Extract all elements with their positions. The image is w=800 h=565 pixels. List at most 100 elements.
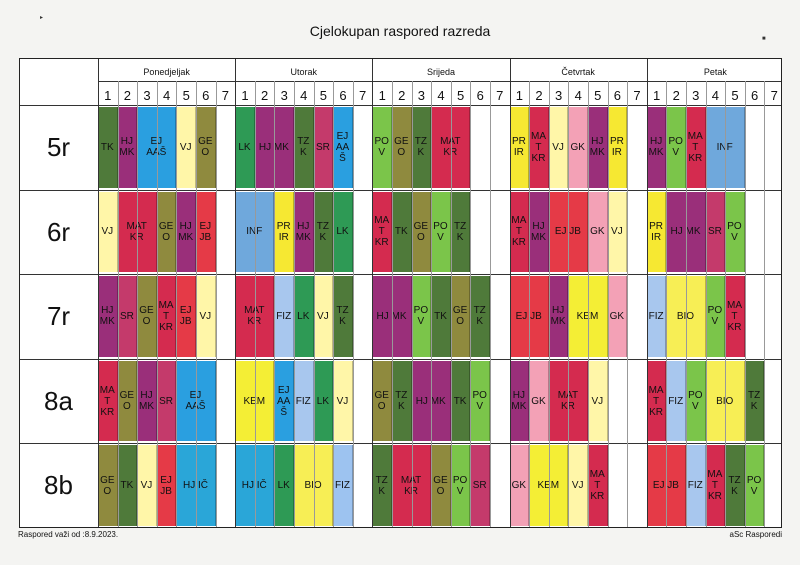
lesson-cell[interactable]: GE O	[431, 445, 451, 526]
lesson-cell[interactable]: TZ K	[294, 107, 314, 188]
lesson-cell[interactable]: HJ IČ	[235, 445, 275, 526]
lesson-cell[interactable]: GE O	[137, 276, 157, 357]
lesson-cell[interactable]: PR IR	[274, 191, 294, 273]
lesson-cell[interactable]: HJ MK	[117, 107, 138, 188]
lesson-cell[interactable]: TZ K	[372, 445, 392, 526]
lesson-cell[interactable]: GE O	[98, 445, 118, 526]
lesson-cell[interactable]: GK	[529, 360, 549, 442]
lesson-cell[interactable]: GK	[509, 445, 530, 526]
lesson-cell[interactable]: LK	[333, 191, 353, 273]
lesson-cell[interactable]: PR IR	[607, 107, 628, 188]
lesson-cell[interactable]: TZ K	[392, 360, 412, 442]
lesson-cell[interactable]: HJ MK	[98, 276, 118, 357]
lesson-cell[interactable]: PO V	[470, 360, 490, 442]
lesson-cell[interactable]: TK	[431, 276, 451, 357]
lesson-cell[interactable]: EJ AAŠ	[176, 360, 216, 442]
lesson-cell[interactable]: HJ IČ	[176, 445, 216, 526]
lesson-cell[interactable]: MAT KR	[235, 276, 275, 357]
lesson-cell[interactable]: EJ JB	[156, 445, 177, 526]
lesson-cell[interactable]: TK	[117, 445, 138, 526]
lesson-cell[interactable]: VJ	[588, 360, 608, 442]
lesson-cell[interactable]: HJ MK	[509, 360, 530, 442]
lesson-cell[interactable]: SR	[313, 107, 334, 188]
lesson-cell[interactable]: SR	[117, 276, 138, 357]
lesson-cell[interactable]: HJ MK	[294, 191, 314, 273]
lesson-cell[interactable]: HJ MK	[666, 191, 706, 273]
lesson-cell[interactable]: GK	[588, 191, 608, 273]
lesson-cell[interactable]: INF	[235, 191, 275, 273]
lesson-cell[interactable]: EJ JB	[196, 191, 216, 273]
lesson-cell[interactable]: MA T KR	[372, 191, 392, 273]
lesson-cell[interactable]: MA T KR	[725, 276, 745, 357]
lesson-cell[interactable]: PO V	[744, 445, 765, 526]
lesson-cell[interactable]: FIZ	[666, 360, 686, 442]
lesson-cell[interactable]: GE O	[372, 360, 392, 442]
lesson-cell[interactable]: TK	[98, 107, 118, 188]
lesson-cell[interactable]: GE O	[411, 191, 432, 273]
lesson-cell[interactable]: TZ K	[333, 276, 353, 357]
lesson-cell[interactable]: SR	[705, 191, 726, 273]
lesson-cell[interactable]: VJ	[568, 445, 588, 526]
lesson-cell[interactable]: MA T KR	[686, 107, 706, 188]
lesson-cell[interactable]: MA T KR	[705, 445, 726, 526]
lesson-cell[interactable]: PO V	[686, 360, 706, 442]
lesson-cell[interactable]: TZ K	[411, 107, 432, 188]
lesson-cell[interactable]: KEM	[235, 360, 275, 442]
lesson-cell[interactable]: TK	[392, 191, 412, 273]
lesson-cell[interactable]: TZ K	[744, 360, 765, 442]
lesson-cell[interactable]: PO V	[725, 191, 745, 273]
lesson-cell[interactable]: GK	[568, 107, 588, 188]
lesson-cell[interactable]: TZ K	[313, 191, 334, 273]
lesson-cell[interactable]: VJ	[333, 360, 353, 442]
lesson-cell[interactable]: HJ MK	[529, 191, 549, 273]
lesson-cell[interactable]: MA T KR	[509, 191, 530, 273]
lesson-cell[interactable]: PO V	[666, 107, 686, 188]
lesson-cell[interactable]: EJ AA Š	[333, 107, 353, 188]
lesson-cell[interactable]: PO V	[450, 445, 471, 526]
lesson-cell[interactable]: VJ	[196, 276, 216, 357]
lesson-cell[interactable]: MA T KR	[156, 276, 177, 357]
lesson-cell[interactable]: VJ	[607, 191, 628, 273]
lesson-cell[interactable]: PO V	[705, 276, 726, 357]
lesson-cell[interactable]: KEM	[568, 276, 608, 357]
lesson-cell[interactable]: EJ JB	[176, 276, 196, 357]
lesson-cell[interactable]: FIZ	[333, 445, 353, 526]
lesson-cell[interactable]: LK	[294, 276, 314, 357]
lesson-cell[interactable]: GE O	[196, 107, 216, 188]
lesson-cell[interactable]: PR IR	[646, 191, 667, 273]
lesson-cell[interactable]: PO V	[411, 276, 432, 357]
lesson-cell[interactable]: TZ K	[450, 191, 471, 273]
lesson-cell[interactable]: SR	[470, 445, 490, 526]
lesson-cell[interactable]: KEM	[529, 445, 569, 526]
lesson-cell[interactable]: SR	[156, 360, 177, 442]
lesson-cell[interactable]: VJ	[176, 107, 196, 188]
lesson-cell[interactable]: FIZ	[686, 445, 706, 526]
lesson-cell[interactable]: GE O	[392, 107, 412, 188]
lesson-cell[interactable]: PR IR	[509, 107, 530, 188]
lesson-cell[interactable]: FIZ	[274, 276, 294, 357]
lesson-cell[interactable]: FIZ	[646, 276, 667, 357]
lesson-cell[interactable]: EJ AA Š	[274, 360, 294, 442]
lesson-cell[interactable]: LK	[274, 445, 294, 526]
lesson-cell[interactable]: HJ MK	[372, 276, 412, 357]
lesson-cell[interactable]: TZ K	[725, 445, 745, 526]
lesson-cell[interactable]: LK	[235, 107, 255, 188]
lesson-cell[interactable]: HJ MK	[137, 360, 157, 442]
lesson-cell[interactable]: TZ K	[470, 276, 490, 357]
lesson-cell[interactable]: PO V	[431, 191, 451, 273]
lesson-cell[interactable]: HJ MK	[646, 107, 667, 188]
lesson-cell[interactable]: GK	[607, 276, 628, 357]
lesson-cell[interactable]: FIZ	[294, 360, 314, 442]
lesson-cell[interactable]: MA T KR	[529, 107, 549, 188]
lesson-cell[interactable]: VJ	[313, 276, 334, 357]
lesson-cell[interactable]: GE O	[156, 191, 177, 273]
lesson-cell[interactable]: BIO	[666, 276, 706, 357]
lesson-cell[interactable]: PO V	[372, 107, 392, 188]
lesson-cell[interactable]: LK	[313, 360, 334, 442]
lesson-cell[interactable]: MA T KR	[98, 360, 118, 442]
lesson-cell[interactable]: VJ	[548, 107, 569, 188]
lesson-cell[interactable]: GE O	[117, 360, 138, 442]
lesson-cell[interactable]: HJ MK	[588, 107, 608, 188]
lesson-cell[interactable]: GE O	[450, 276, 471, 357]
lesson-cell[interactable]: TK	[450, 360, 471, 442]
